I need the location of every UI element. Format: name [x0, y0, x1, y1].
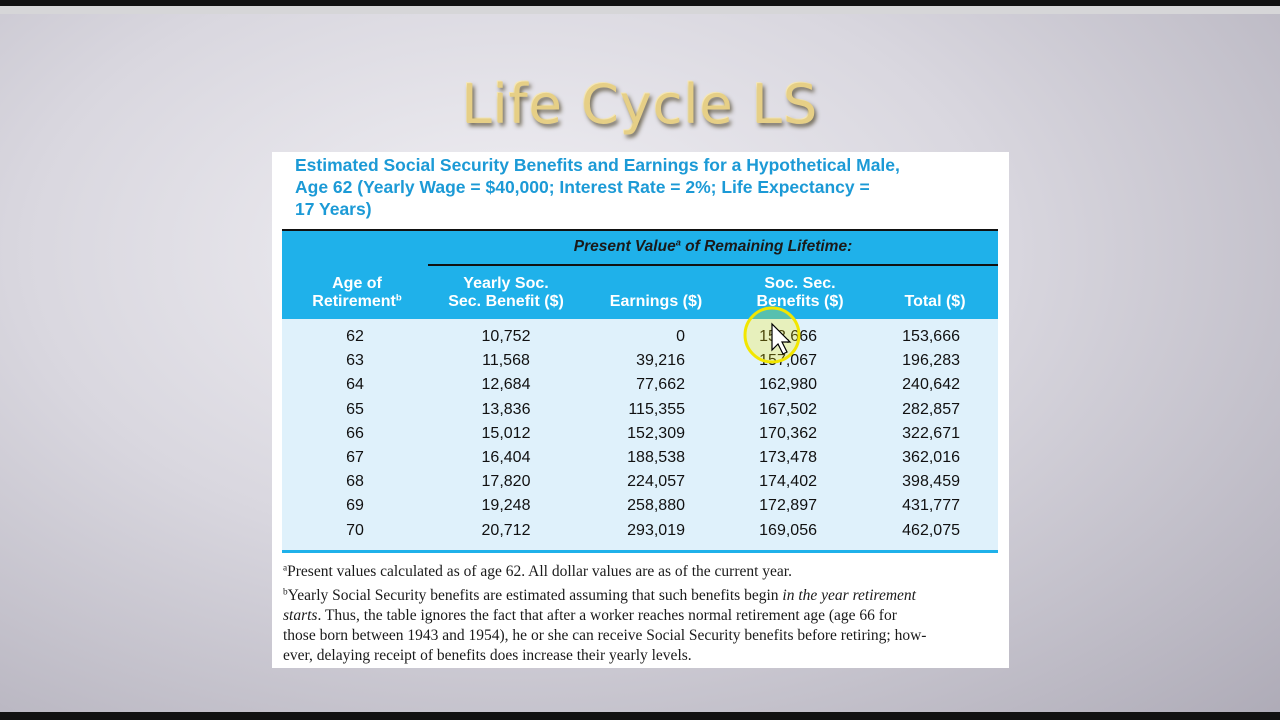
footnote-text: Present values calculated as of age 62. … — [287, 563, 792, 580]
table-cell: 173,478 — [759, 449, 817, 466]
table-cell: 10,752 — [481, 328, 531, 345]
column-header-text: Benefits ($) — [756, 293, 844, 310]
table-cell: 15,012 — [481, 424, 531, 442]
table-cell: 16,404 — [481, 449, 531, 466]
table-cell: 66 — [346, 424, 364, 442]
table-cell: 174,402 — [759, 473, 817, 491]
table-cell: 68 — [346, 473, 364, 491]
column-header-text: Sec. Benefit ($) — [448, 293, 564, 310]
table-cell: 67 — [346, 449, 364, 466]
table-body — [282, 319, 998, 553]
table-cell: 282,857 — [902, 400, 960, 418]
column-header-text: Yearly Soc. — [463, 275, 549, 292]
table-cell: 172,897 — [759, 497, 817, 515]
column-header: Yearly Soc. — [416, 275, 596, 293]
footnote-line: starts. Thus, the table ignores the fact… — [283, 606, 897, 626]
table-cell: 153,666 — [902, 328, 960, 345]
table-cell: 17,820 — [481, 473, 531, 491]
column-header-text: Age of — [332, 275, 382, 292]
header-rule — [428, 264, 998, 266]
table-cell: 0 — [676, 328, 685, 345]
footnote-line: aPresent values calculated as of age 62.… — [283, 562, 792, 582]
column-header: Retirementb — [267, 293, 447, 311]
footnote-text: . Thus, the table ignores the fact that … — [317, 607, 897, 624]
column-header: Soc. Sec. — [710, 275, 890, 293]
table-caption: 17 Years) — [295, 199, 372, 219]
bottom-bar — [0, 712, 1280, 720]
footnote-line: bYearly Social Security benefits are est… — [283, 586, 916, 606]
footnote-line: those born between 1943 and 1954), he or… — [283, 626, 926, 646]
table-cell: 322,671 — [902, 424, 960, 442]
table-cell: 398,459 — [902, 473, 960, 491]
table-cell: 152,309 — [627, 424, 685, 442]
column-header-text: Earnings ($) — [609, 293, 703, 310]
top-strip — [0, 6, 1280, 14]
footnote-line: ever, delaying receipt of benefits does … — [283, 646, 692, 666]
column-header-text: Retirement — [312, 293, 396, 310]
table-cell: 188,538 — [627, 449, 685, 466]
table-cell: 462,075 — [902, 521, 960, 539]
table-cell: 431,777 — [902, 497, 960, 515]
table-cell: 77,662 — [636, 376, 685, 394]
footnote-marker: a — [283, 563, 288, 574]
cursor-highlight — [743, 306, 801, 364]
column-header: Sec. Benefit ($) — [416, 293, 596, 311]
column-header-text: Soc. Sec. — [764, 275, 836, 292]
table-cell: 170,362 — [759, 424, 817, 442]
column-header: Age of — [267, 275, 447, 293]
group-header: Present Valuea of Remaining Lifetime: — [428, 237, 998, 257]
table-cell: 224,057 — [627, 473, 685, 491]
footnote-text: starts — [283, 607, 318, 624]
table-cell: 20,712 — [481, 521, 531, 539]
table-caption: Age 62 (Yearly Wage = $40,000; Interest … — [295, 177, 870, 197]
column-header: Earnings ($) — [566, 293, 746, 311]
table-cell: 39,216 — [636, 352, 685, 370]
column-header-text: Total ($) — [904, 293, 966, 310]
footnote-marker: b — [283, 587, 288, 598]
top-bar — [0, 0, 1280, 6]
table-cell: 12,684 — [481, 376, 531, 394]
footnote-ref: a — [675, 237, 681, 248]
table-header — [282, 229, 998, 319]
table-cell: 196,283 — [902, 352, 960, 370]
table-cell: 258,880 — [627, 497, 685, 515]
table-cell: 11,568 — [482, 352, 530, 370]
table-cell: 70 — [346, 521, 364, 539]
table-cell: 157,067 — [759, 352, 817, 370]
cursor — [771, 322, 792, 355]
table-cell: 162,980 — [759, 376, 817, 394]
table-cell: 13,836 — [481, 400, 531, 418]
column-header: Total ($) — [845, 293, 1025, 311]
table-cell: 362,016 — [902, 449, 960, 466]
table-cell: 62 — [346, 328, 364, 345]
table-cell: 167,502 — [759, 400, 817, 418]
table-cell: 115,355 — [628, 400, 685, 418]
table-cell: 69 — [346, 497, 364, 515]
footnote-text: ever, delaying receipt of benefits does … — [283, 647, 692, 664]
footnote-ref: b — [395, 292, 402, 304]
footnote-text: in the year retirement — [782, 587, 916, 604]
table-cell: 65 — [346, 400, 364, 418]
table-cell: 240,642 — [902, 376, 960, 394]
slide-title: Life Cycle LS — [461, 73, 819, 136]
group-header-text: Present Value — [573, 238, 676, 255]
table-cell: 169,056 — [759, 521, 817, 539]
table-cell: 293,019 — [627, 521, 685, 539]
footnote-text: those born between 1943 and 1954), he or… — [283, 627, 927, 644]
group-header-text: of Remaining Lifetime: — [680, 238, 853, 255]
column-header: Benefits ($) — [710, 293, 890, 311]
table-cell: 63 — [346, 352, 364, 370]
table-cell: 19,248 — [481, 497, 531, 515]
table-cell: 64 — [346, 376, 364, 394]
footnote-text: Yearly Social Security benefits are esti… — [287, 587, 783, 604]
table-caption: Estimated Social Security Benefits and E… — [295, 155, 900, 175]
